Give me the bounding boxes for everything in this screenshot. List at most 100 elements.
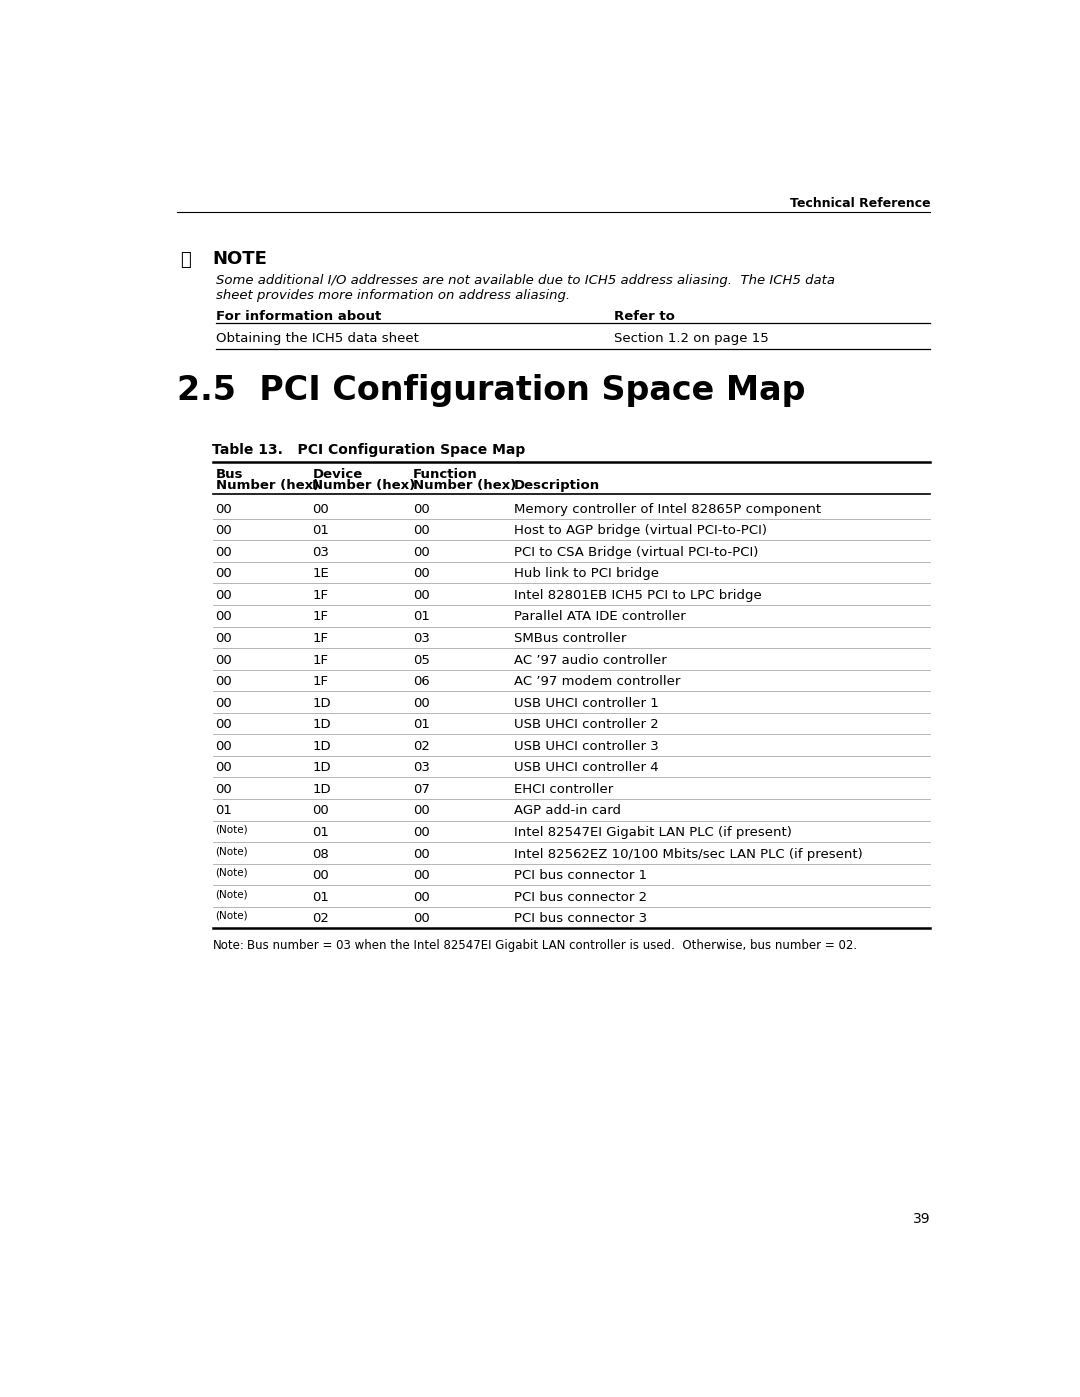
Text: SMBus controller: SMBus controller [514, 631, 626, 645]
Text: 00: 00 [216, 588, 232, 602]
Text: 00: 00 [216, 718, 232, 731]
Text: 01: 01 [216, 805, 232, 817]
Text: (Note): (Note) [216, 847, 248, 856]
Text: USB UHCI controller 4: USB UHCI controller 4 [514, 761, 659, 774]
Text: 00: 00 [414, 546, 430, 559]
Text: 00: 00 [414, 891, 430, 904]
Text: 00: 00 [216, 567, 232, 580]
Text: 00: 00 [414, 869, 430, 882]
Text: Bus: Bus [216, 468, 243, 481]
Text: 1E: 1E [312, 567, 329, 580]
Text: 08: 08 [312, 848, 329, 861]
Text: 00: 00 [414, 826, 430, 840]
Text: 02: 02 [312, 912, 329, 925]
Text: Refer to: Refer to [613, 310, 675, 323]
Text: 01: 01 [414, 610, 430, 623]
Text: 00: 00 [312, 869, 329, 882]
Text: AGP add-in card: AGP add-in card [514, 805, 621, 817]
Text: 00: 00 [414, 848, 430, 861]
Text: Technical Reference: Technical Reference [789, 197, 930, 210]
Text: sheet provides more information on address aliasing.: sheet provides more information on addre… [216, 289, 570, 302]
Text: 05: 05 [414, 654, 430, 666]
Text: 1D: 1D [312, 740, 332, 753]
Text: 06: 06 [414, 675, 430, 689]
Text: 00: 00 [312, 503, 329, 515]
Text: 00: 00 [414, 697, 430, 710]
Text: PCI bus connector 2: PCI bus connector 2 [514, 891, 647, 904]
Text: 01: 01 [312, 891, 329, 904]
Text: 1F: 1F [312, 631, 328, 645]
Text: PCI to CSA Bridge (virtual PCI-to-PCI): PCI to CSA Bridge (virtual PCI-to-PCI) [514, 546, 758, 559]
Text: USB UHCI controller 3: USB UHCI controller 3 [514, 740, 659, 753]
Text: 1F: 1F [312, 654, 328, 666]
Text: PCI bus connector 1: PCI bus connector 1 [514, 869, 647, 882]
Text: 00: 00 [216, 546, 232, 559]
Text: 03: 03 [312, 546, 329, 559]
Text: EHCI controller: EHCI controller [514, 782, 613, 796]
Text: 00: 00 [414, 588, 430, 602]
Text: USB UHCI controller 1: USB UHCI controller 1 [514, 697, 659, 710]
Text: 00: 00 [216, 761, 232, 774]
Text: Number (hex): Number (hex) [414, 479, 516, 493]
Text: 00: 00 [216, 524, 232, 538]
Text: Some additional I/O addresses are not available due to ICH5 address aliasing.  T: Some additional I/O addresses are not av… [216, 274, 835, 286]
Text: Obtaining the ICH5 data sheet: Obtaining the ICH5 data sheet [216, 332, 419, 345]
Text: 39: 39 [913, 1213, 930, 1227]
Text: 03: 03 [414, 761, 430, 774]
Text: Function: Function [414, 468, 478, 481]
Text: Device: Device [312, 468, 363, 481]
Text: (Note): (Note) [216, 911, 248, 921]
Text: 07: 07 [414, 782, 430, 796]
Text: 00: 00 [414, 805, 430, 817]
Text: 00: 00 [414, 524, 430, 538]
Text: 00: 00 [216, 782, 232, 796]
Text: For information about: For information about [216, 310, 381, 323]
Text: 1F: 1F [312, 588, 328, 602]
Text: (Note): (Note) [216, 868, 248, 877]
Text: (Note): (Note) [216, 888, 248, 900]
Text: Memory controller of Intel 82865P component: Memory controller of Intel 82865P compon… [514, 503, 821, 515]
Text: Number (hex): Number (hex) [312, 479, 416, 493]
Text: Note:: Note: [213, 939, 244, 953]
Text: 00: 00 [216, 503, 232, 515]
Text: 1F: 1F [312, 675, 328, 689]
Text: 00: 00 [216, 697, 232, 710]
Text: 00: 00 [216, 740, 232, 753]
Text: Host to AGP bridge (virtual PCI-to-PCI): Host to AGP bridge (virtual PCI-to-PCI) [514, 524, 767, 538]
Text: 1D: 1D [312, 718, 332, 731]
Text: 02: 02 [414, 740, 430, 753]
Text: 01: 01 [312, 524, 329, 538]
Text: 2.5  PCI Configuration Space Map: 2.5 PCI Configuration Space Map [177, 374, 806, 407]
Text: 00: 00 [414, 567, 430, 580]
Text: (Note): (Note) [216, 824, 248, 834]
Text: ⎘: ⎘ [180, 251, 191, 268]
Text: Intel 82547EI Gigabit LAN PLC (if present): Intel 82547EI Gigabit LAN PLC (if presen… [514, 826, 792, 840]
Text: Table 13.   PCI Configuration Space Map: Table 13. PCI Configuration Space Map [213, 443, 526, 457]
Text: NOTE: NOTE [213, 250, 268, 268]
Text: Bus number = 03 when the Intel 82547EI Gigabit LAN controller is used.  Otherwis: Bus number = 03 when the Intel 82547EI G… [247, 939, 858, 953]
Text: 00: 00 [216, 654, 232, 666]
Text: Intel 82562EZ 10/100 Mbits/sec LAN PLC (if present): Intel 82562EZ 10/100 Mbits/sec LAN PLC (… [514, 848, 863, 861]
Text: 00: 00 [216, 675, 232, 689]
Text: PCI bus connector 3: PCI bus connector 3 [514, 912, 647, 925]
Text: 01: 01 [312, 826, 329, 840]
Text: Hub link to PCI bridge: Hub link to PCI bridge [514, 567, 659, 580]
Text: AC ’97 audio controller: AC ’97 audio controller [514, 654, 666, 666]
Text: 1D: 1D [312, 761, 332, 774]
Text: Parallel ATA IDE controller: Parallel ATA IDE controller [514, 610, 686, 623]
Text: 1D: 1D [312, 782, 332, 796]
Text: AC ’97 modem controller: AC ’97 modem controller [514, 675, 680, 689]
Text: Section 1.2 on page 15: Section 1.2 on page 15 [613, 332, 769, 345]
Text: 00: 00 [414, 503, 430, 515]
Text: 1D: 1D [312, 697, 332, 710]
Text: 1F: 1F [312, 610, 328, 623]
Text: 00: 00 [216, 631, 232, 645]
Text: 03: 03 [414, 631, 430, 645]
Text: Description: Description [514, 479, 600, 493]
Text: 01: 01 [414, 718, 430, 731]
Text: 00: 00 [414, 912, 430, 925]
Text: 00: 00 [216, 610, 232, 623]
Text: Intel 82801EB ICH5 PCI to LPC bridge: Intel 82801EB ICH5 PCI to LPC bridge [514, 588, 761, 602]
Text: Number (hex): Number (hex) [216, 479, 319, 493]
Text: 00: 00 [312, 805, 329, 817]
